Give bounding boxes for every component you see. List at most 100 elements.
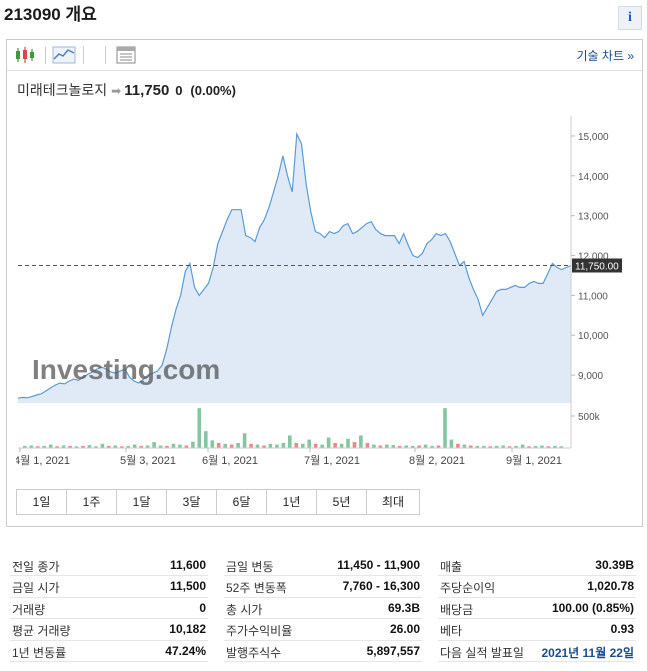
volume-bar xyxy=(61,445,66,448)
volume-bar xyxy=(540,445,544,448)
stat-value: 7,760 - 16,300 xyxy=(342,579,420,594)
price-change-percent: (0.00%) xyxy=(190,83,236,98)
volume-bar xyxy=(126,445,130,448)
period-button[interactable]: 6달 xyxy=(216,489,266,515)
volume-bar xyxy=(255,444,260,448)
volume-bar xyxy=(107,445,111,448)
volume-bar xyxy=(55,446,59,448)
current-price-tag-label: 11,750.00 xyxy=(575,261,619,272)
stat-value[interactable]: 2021년 11월 22일 xyxy=(541,645,634,660)
volume-bar xyxy=(42,445,46,448)
period-button[interactable]: 3달 xyxy=(166,489,216,515)
stat-value: 11,500 xyxy=(169,579,206,594)
volume-bar xyxy=(35,446,40,448)
price-line xyxy=(17,131,572,399)
period-button[interactable]: 1일 xyxy=(16,489,66,515)
volume-bar xyxy=(326,437,331,448)
stats-column-3: 매출 30.39B 주당순이익 1,020.78 배당금 100.00 (0.85%) 베타… xyxy=(438,555,636,662)
stat-row: 주가수익비율 26.00 xyxy=(224,619,422,641)
volume-bar xyxy=(313,443,318,448)
stat-value: 0.93 xyxy=(610,622,634,637)
table-view-icon[interactable] xyxy=(113,44,139,66)
stat-value: 30.39B xyxy=(595,558,634,572)
period-button[interactable]: 최대 xyxy=(366,489,420,515)
technical-chart-link[interactable]: 기술 차트 » xyxy=(576,49,634,63)
candlestick-chart-icon[interactable] xyxy=(13,44,39,66)
volume-bar xyxy=(346,438,350,448)
chart-panel: 기술 차트 » 미래테크놀로지 ➡ 11,750 0 (0.00%) Investin… xyxy=(6,39,643,527)
volume-bar xyxy=(410,445,415,448)
stat-value: 0 xyxy=(199,600,206,615)
volume-bar xyxy=(158,445,163,448)
volume-bar xyxy=(359,435,363,448)
stat-value: 100.00 (0.85%) xyxy=(551,600,634,615)
volume-bar xyxy=(191,441,195,448)
volume-bar xyxy=(501,445,505,448)
volume-bar xyxy=(223,443,227,448)
x-tick-label: 4월 1, 2021 xyxy=(16,454,70,467)
volume-bar xyxy=(171,443,176,448)
stat-row: 매출 30.39B xyxy=(438,555,636,577)
stat-row: 총 시가 69.3B xyxy=(224,598,422,620)
period-button[interactable]: 1달 xyxy=(116,489,166,515)
stat-row: 거래량 0 xyxy=(10,598,208,620)
chart-watermark: Investing.com xyxy=(32,354,220,385)
volume-bar xyxy=(81,445,85,448)
volume-bar xyxy=(475,445,480,448)
x-tick-label: 8월 2, 2021 xyxy=(409,454,465,467)
period-button[interactable]: 5년 xyxy=(316,489,366,515)
quote-line: 미래테크놀로지 ➡ 11,750 0 (0.00%) xyxy=(17,80,236,100)
period-button[interactable]: 1주 xyxy=(66,489,116,515)
volume-bar xyxy=(352,442,357,448)
volume-bar xyxy=(145,445,150,448)
volume-bar xyxy=(242,433,247,448)
volume-bar xyxy=(236,443,240,448)
volume-bar xyxy=(184,445,189,448)
volume-bar xyxy=(339,443,344,448)
price-change: 0 xyxy=(175,83,183,98)
volume-bar xyxy=(152,442,156,448)
volume-bar xyxy=(365,443,370,448)
stat-row: 다음 실적 발표일 2021년 11월 22일 xyxy=(438,641,636,662)
stat-label: 거래량 xyxy=(12,602,46,617)
volume-bar xyxy=(378,445,383,448)
y-tick-label: 14,000 xyxy=(578,172,609,183)
stat-value: 11,450 - 11,900 xyxy=(337,558,420,572)
stat-label: 다음 실적 발표일 xyxy=(440,645,524,660)
stat-value: 11,600 xyxy=(169,558,206,572)
period-selector: 1일 1주 1달 3달 6달 1년 5년 최대 xyxy=(16,489,420,515)
volume-bar xyxy=(132,444,137,448)
stat-value: 10,182 xyxy=(169,622,206,637)
instrument-name: 미래테크놀로지 xyxy=(17,82,108,98)
stat-row: 52주 변동폭 7,760 - 16,300 xyxy=(224,576,422,598)
info-icon[interactable]: i xyxy=(618,6,642,30)
volume-bar xyxy=(178,444,182,448)
volume-bar xyxy=(417,445,421,448)
volume-bar xyxy=(139,445,143,448)
arrow-right-icon: ➡ xyxy=(111,84,122,98)
stat-value: 47.24% xyxy=(165,643,206,658)
stats-column-1: 전일 종가 11,600 금일 시가 11,500 거래량 0 평균 거래량 10,182 1년… xyxy=(10,555,208,662)
stat-value: 69.3B xyxy=(387,600,420,615)
volume-bar xyxy=(527,446,531,448)
stat-row: 평균 거래량 10,182 xyxy=(10,619,208,641)
stat-value: 26.00 xyxy=(389,622,420,637)
chart-toolbar: 기술 차트 » xyxy=(7,40,642,71)
volume-bar xyxy=(301,443,305,448)
volume-bar xyxy=(294,443,299,448)
volume-bar xyxy=(68,445,72,448)
x-tick-label: 7월 1, 2021 xyxy=(304,454,360,467)
volume-bar xyxy=(456,443,460,448)
y-tick-label: 15,000 xyxy=(578,132,609,143)
period-button[interactable]: 1년 xyxy=(266,489,316,515)
y-tick-label: 9,000 xyxy=(578,371,603,382)
volume-bar xyxy=(275,444,279,448)
volume-bar xyxy=(29,445,34,448)
price-area-fill xyxy=(18,134,571,403)
volume-bar xyxy=(391,445,396,448)
area-chart-icon[interactable] xyxy=(51,44,77,66)
price-chart[interactable]: Investing.com 15,000 14,000 13,000 12,000 11… xyxy=(14,116,636,506)
volume-bar xyxy=(372,444,376,448)
stat-row: 금일 변동 11,450 - 11,900 xyxy=(224,555,422,577)
stat-value: 5,897,557 xyxy=(366,643,420,658)
